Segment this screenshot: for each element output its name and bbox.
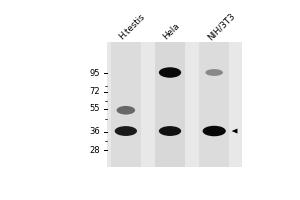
Ellipse shape <box>159 67 181 78</box>
Text: 72: 72 <box>90 87 100 96</box>
Bar <box>155 42 185 167</box>
Text: 95: 95 <box>90 69 100 78</box>
Bar <box>107 42 242 167</box>
Polygon shape <box>232 129 238 134</box>
Ellipse shape <box>206 69 223 76</box>
Bar <box>199 42 229 167</box>
Ellipse shape <box>202 126 226 136</box>
Ellipse shape <box>115 126 137 136</box>
Text: 55: 55 <box>90 104 100 113</box>
Bar <box>111 42 141 167</box>
Text: 36: 36 <box>89 127 100 136</box>
Text: H.testis: H.testis <box>117 12 146 42</box>
Text: 28: 28 <box>90 146 100 155</box>
Text: Hela: Hela <box>161 22 182 42</box>
Ellipse shape <box>159 126 181 136</box>
Text: NIH/3T3: NIH/3T3 <box>206 11 236 42</box>
Ellipse shape <box>116 106 135 115</box>
